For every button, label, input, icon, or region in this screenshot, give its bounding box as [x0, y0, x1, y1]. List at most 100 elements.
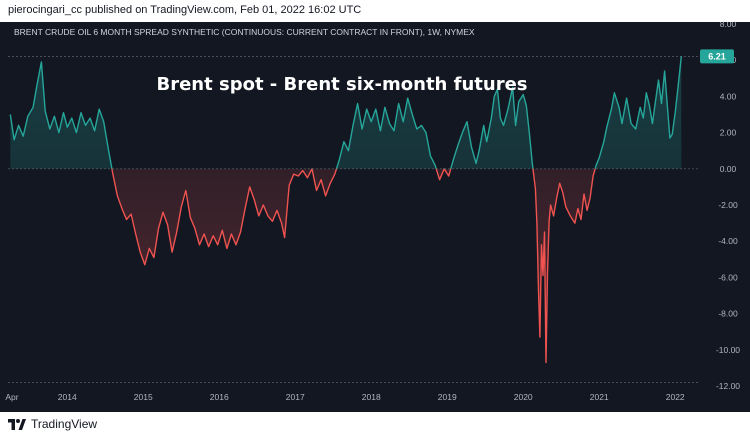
data-point — [297, 175, 299, 177]
data-point — [352, 124, 354, 126]
data-point — [674, 112, 676, 114]
chart-annotation[interactable]: Brent spot - Brent six-month futures — [156, 74, 527, 95]
data-point — [548, 220, 550, 222]
data-point — [253, 198, 255, 200]
data-point — [221, 229, 223, 231]
y-tick-label: -6.00 — [718, 272, 738, 282]
data-point — [452, 159, 454, 161]
data-point — [189, 217, 191, 219]
data-point — [194, 227, 196, 229]
data-point — [75, 131, 77, 133]
data-point — [556, 197, 558, 199]
data-point — [580, 218, 582, 220]
data-point — [239, 231, 241, 233]
data-point — [539, 336, 541, 338]
chart-area[interactable]: 8.006.004.002.000.00-2.00-4.00-6.00-8.00… — [0, 22, 750, 412]
data-point — [542, 274, 544, 276]
data-point — [420, 124, 422, 126]
data-point — [397, 102, 399, 104]
series-line-positive[interactable] — [9, 56, 682, 362]
data-point — [559, 182, 561, 184]
data-point — [171, 251, 173, 253]
data-point — [606, 126, 608, 128]
data-point — [384, 106, 386, 108]
data-point — [125, 218, 127, 220]
data-point — [27, 115, 29, 117]
data-point — [531, 162, 533, 164]
data-point — [116, 195, 118, 197]
data-point — [198, 244, 200, 246]
data-point — [53, 115, 55, 117]
data-point — [457, 144, 459, 146]
data-point — [356, 102, 358, 104]
data-point — [635, 128, 637, 130]
data-point — [103, 121, 105, 123]
data-point — [71, 117, 73, 119]
data-point — [486, 141, 488, 143]
data-point — [569, 215, 571, 217]
data-point — [613, 92, 615, 94]
data-point — [361, 128, 363, 130]
series-line-layer — [9, 55, 682, 364]
data-point — [402, 121, 404, 123]
data-point — [525, 104, 527, 106]
series-line-negative[interactable] — [10, 56, 681, 364]
data-point — [293, 173, 295, 175]
data-point — [680, 55, 682, 57]
data-point — [546, 273, 548, 275]
data-point — [669, 137, 671, 139]
data-point — [185, 189, 187, 191]
data-point — [347, 150, 349, 152]
data-point — [288, 184, 290, 186]
data-point — [249, 186, 251, 188]
data-point — [461, 131, 463, 133]
data-point — [13, 139, 15, 141]
data-point — [645, 92, 647, 94]
x-tick-label: 2020 — [514, 392, 533, 402]
tradingview-logo[interactable]: TradingView — [8, 417, 97, 431]
tradingview-logo-icon — [8, 419, 26, 430]
data-point — [438, 179, 440, 181]
data-point — [545, 361, 547, 363]
data-point — [651, 122, 653, 124]
last-value-badge: 6.21 — [700, 49, 734, 64]
data-point — [543, 231, 545, 233]
x-tick-label: 2019 — [438, 392, 457, 402]
tradingview-label: TradingView — [31, 417, 98, 431]
data-point — [226, 247, 228, 249]
data-point — [610, 108, 612, 110]
data-point — [212, 235, 214, 237]
last-value-label: 6.21 — [708, 51, 726, 61]
data-point — [549, 204, 551, 206]
data-point — [595, 164, 597, 166]
data-point — [518, 101, 520, 103]
data-point — [621, 122, 623, 124]
y-tick-label: 8.00 — [720, 22, 737, 29]
data-point — [429, 155, 431, 157]
data-point — [411, 113, 413, 115]
data-point — [552, 215, 554, 217]
data-point — [62, 112, 64, 114]
y-tick-label: -4.00 — [718, 236, 738, 246]
data-point — [639, 106, 641, 108]
data-point — [80, 112, 82, 114]
data-point — [144, 264, 146, 266]
data-point — [370, 121, 372, 123]
data-point — [235, 244, 237, 246]
data-point — [490, 117, 492, 119]
data-point — [416, 128, 418, 130]
data-point — [663, 70, 665, 72]
publisher-header: pierocingari_cc published on TradingView… — [0, 0, 750, 22]
data-point — [32, 106, 34, 108]
data-point — [121, 207, 123, 209]
data-point — [267, 215, 269, 217]
data-point — [230, 233, 232, 235]
data-point — [618, 106, 620, 108]
data-point — [514, 124, 516, 126]
data-point — [98, 108, 100, 110]
data-point — [478, 150, 480, 152]
data-point — [343, 141, 345, 143]
y-tick-label: 2.00 — [720, 128, 737, 138]
data-point — [586, 209, 588, 211]
data-point — [466, 121, 468, 123]
